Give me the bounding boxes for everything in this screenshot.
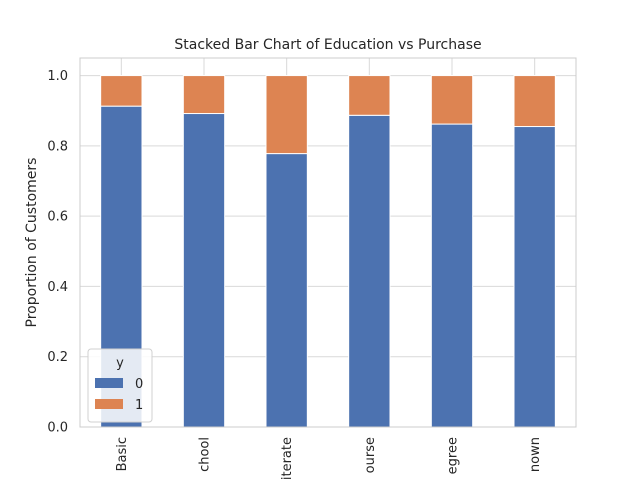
bar-series-0-ourse [348, 114, 391, 428]
x-tick-label-2: iterate [280, 437, 295, 480]
x-tick-label-3: ourse [363, 437, 378, 473]
bar-series-1-chool [182, 75, 226, 115]
bar-series-1-Basic [100, 75, 143, 107]
bar-series-0-iterate [265, 153, 308, 428]
y-tick-label-1: 0.2 [47, 350, 68, 365]
x-tick-label-5: nown [528, 437, 543, 472]
y-tick-label-3: 0.6 [47, 210, 68, 225]
bar-series-0-egree [430, 123, 474, 428]
x-tick-label-4: egree [446, 437, 461, 474]
y-tick-label-5: 1.0 [47, 69, 68, 84]
bar-series-1-egree [430, 75, 474, 125]
y-axis-label: Proportion of Customers [24, 158, 40, 328]
bar-series-1-iterate [265, 75, 308, 155]
y-tick-label-0: 0.0 [47, 421, 68, 436]
bars [100, 75, 556, 428]
x-tick-labels: Basic chool iterate ourse egree nown [115, 437, 543, 480]
legend-label-0: 0 [135, 377, 143, 392]
x-tick-label-1: chool [198, 437, 213, 472]
y-tick-labels: 0.0 0.2 0.4 0.6 0.8 1.0 [47, 69, 68, 435]
x-tick-label-0: Basic [115, 437, 130, 471]
legend-swatch-1 [95, 399, 123, 409]
bar-series-0-nown [513, 126, 556, 428]
chart-title: Stacked Bar Chart of Education vs Purcha… [174, 37, 481, 53]
bar-series-0-chool [182, 113, 226, 428]
bar-series-1-ourse [348, 75, 391, 116]
plot-frame [79, 57, 577, 428]
bar-series-1-nown [513, 75, 556, 128]
legend: y 0 1 [87, 348, 153, 423]
legend-label-1: 1 [135, 398, 143, 413]
legend-swatch-0 [95, 378, 123, 388]
y-tick-label-2: 0.4 [47, 280, 68, 295]
y-tick-label-4: 0.8 [47, 139, 68, 154]
legend-title: y [116, 356, 124, 371]
